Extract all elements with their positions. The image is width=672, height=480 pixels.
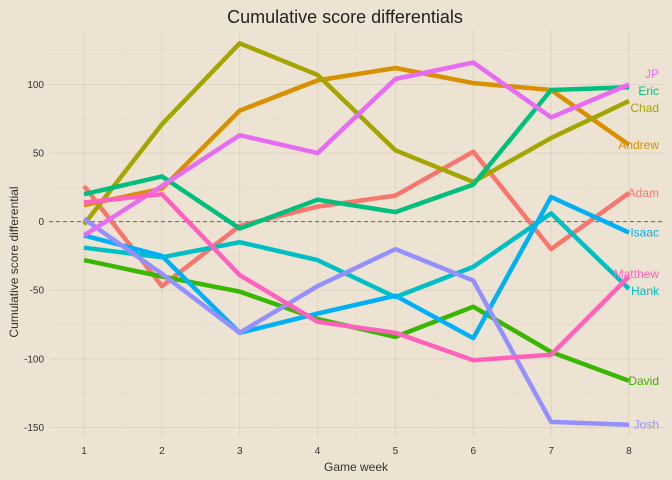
series-line-matthew [83, 191, 631, 363]
series-line-adam [82, 149, 631, 289]
y-axis-ticks: -150 -100 -50 0 50 100 [24, 80, 44, 434]
x-tick-label: 3 [237, 446, 243, 457]
series-line-josh [82, 217, 630, 427]
y-tick-label: 100 [27, 80, 44, 91]
x-tick-label: 6 [470, 446, 476, 457]
x-tick-label: 7 [548, 446, 554, 457]
y-tick-label: -150 [24, 423, 44, 434]
series-labels: JP Eric Chad Andrew Adam Isaac Matthew Hank Davi… [614, 67, 660, 432]
y-tick-label: -100 [24, 354, 44, 365]
x-axis-ticks: 1 2 3 4 5 6 7 8 [81, 446, 632, 457]
series-label-chad: Chad [630, 101, 659, 115]
y-tick-label: 0 [38, 217, 44, 228]
series-label-andrew: Andrew [618, 138, 659, 152]
series-line-jp [82, 60, 630, 238]
series-label-adam: Adam [628, 186, 659, 200]
series-label-josh: Josh [634, 418, 659, 432]
series-label-david: David [628, 374, 659, 388]
series-label-jp: JP [645, 67, 659, 81]
y-tick-label: 50 [33, 149, 45, 160]
y-axis-title: Cumulative score differential [7, 186, 21, 337]
x-axis-title: Game week [324, 460, 389, 474]
series-line-chad [82, 41, 630, 226]
x-tick-label: 8 [626, 446, 632, 457]
x-tick-label: 1 [81, 446, 87, 457]
series-label-hank: Hank [631, 284, 660, 298]
series-line-isaac [83, 194, 630, 341]
series-layer [82, 41, 631, 427]
x-tick-label: 4 [315, 446, 321, 457]
x-tick-label: 2 [159, 446, 165, 457]
chart-title: Cumulative score differentials [227, 7, 463, 27]
x-tick-label: 5 [393, 446, 399, 457]
series-label-isaac: Isaac [630, 226, 659, 240]
y-tick-label: -50 [30, 286, 45, 297]
series-label-matthew: Matthew [614, 267, 660, 281]
series-label-eric: Eric [638, 84, 659, 98]
